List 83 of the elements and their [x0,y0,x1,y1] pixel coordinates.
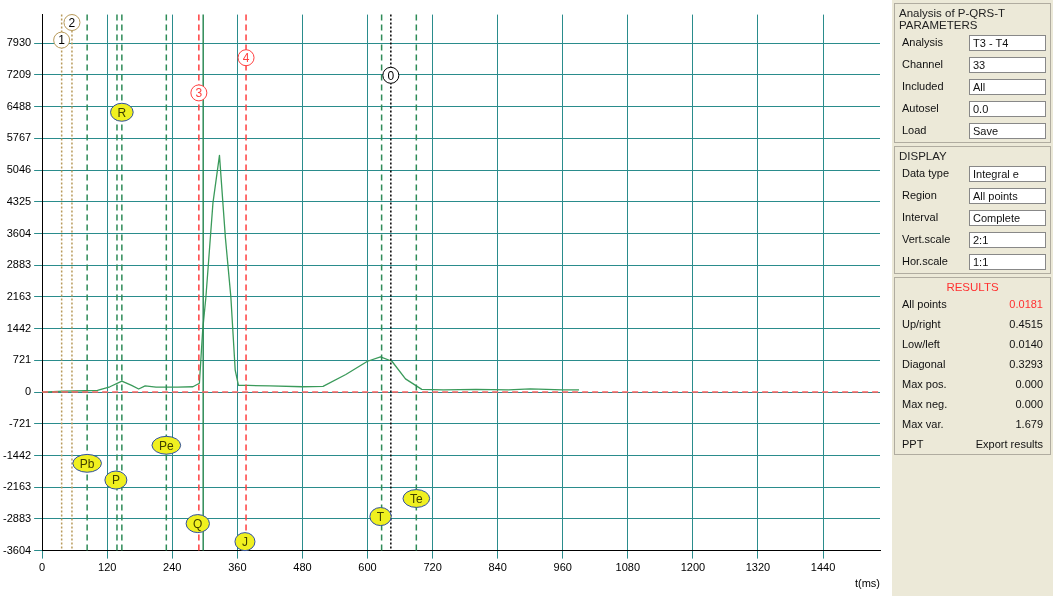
annotation: Pb [79,456,95,471]
y-tick-label: 0 [25,385,32,398]
text: 0.4515 [1008,317,1044,331]
y-tick-label: 1442 [6,321,32,334]
x-tick-label: 1080 [615,561,641,574]
y-tick-label: 7930 [6,36,32,49]
text: 0.000 [1014,397,1044,411]
x-tick-label: 720 [423,561,442,574]
y-tick-label: 5046 [6,163,32,176]
y-tick-label: 3604 [6,226,32,239]
text: 0.0181 [1008,297,1044,311]
x-tick-label: 240 [163,561,182,574]
annotation: T [376,509,385,524]
y-tick-label: -2163 [2,480,32,493]
annotation: Pe [158,438,174,453]
y-tick-label: 6488 [6,99,32,112]
text: 2:1 [969,232,1046,248]
y-tick-label: -2883 [2,511,32,524]
annotation: 2 [68,15,76,30]
text: T3 - T4 [969,35,1046,51]
text: 1.679 [1014,417,1044,431]
text: Save [969,123,1046,139]
text: Diagonal [901,357,947,371]
text: 1:1 [969,254,1046,270]
annotation: 0 [387,68,395,83]
y-tick-label: 7209 [6,67,32,80]
text: 0.3293 [1008,357,1044,371]
y-tick-label: 4325 [6,194,32,207]
text: DISPLAY [899,150,948,162]
y-tick-label: 2163 [6,289,32,302]
x-tick-label: 1200 [680,561,706,574]
x-tick-label: 360 [228,561,247,574]
y-tick-label: -721 [9,416,32,429]
text: Included [901,79,945,94]
x-axis-title: t(ms) [854,577,880,590]
text: All points [901,297,948,311]
text: PPT [901,437,925,451]
y-tick-label: 2883 [6,258,32,271]
annotation: 4 [242,51,250,66]
annotation: J [241,534,248,549]
annotation: 1 [58,33,66,48]
annotation: R [117,105,127,120]
text: Channel [901,57,944,72]
text: Export results [974,437,1044,451]
text: All points [969,188,1046,204]
text: Load [901,123,928,138]
text: 33 [969,57,1046,73]
text: Complete [969,210,1046,226]
x-tick-label: 960 [553,561,572,574]
text: Integral e [969,166,1046,182]
x-tick-label: 0 [39,561,46,574]
x-tick-label: 120 [98,561,117,574]
annotation: Te [409,491,423,506]
text: Hor.scale [901,254,949,269]
text: Max pos. [901,377,948,391]
y-tick-label: -3604 [2,543,32,556]
text: Low/left [901,337,941,351]
annotation: Q [193,516,203,531]
text: Analysis of P-QRS-T PARAMETERS [899,7,1006,31]
text: Interval [901,210,940,225]
x-tick-label: 1440 [810,561,836,574]
text: Max neg. [901,397,949,411]
x-tick-label: 600 [358,561,377,574]
annotation: 3 [195,86,203,101]
y-tick-label: -1442 [2,448,32,461]
x-tick-label: 1320 [745,561,771,574]
x-tick-label: 840 [488,561,507,574]
text: 0.000 [1014,377,1044,391]
text: Max var. [901,417,945,431]
text: Data type [901,166,951,181]
annotation: P [111,473,120,488]
text: Vert.scale [901,232,952,247]
text: Analysis [901,35,944,50]
text: 0.0 [969,101,1046,117]
x-tick-label: 480 [293,561,312,574]
text: Up/right [901,317,942,331]
y-tick-label: 5767 [6,131,32,144]
text: Region [901,188,938,203]
y-tick-label: 721 [12,353,32,366]
text: All [969,79,1046,95]
text: Autosel [901,101,940,116]
text: 0.0140 [1008,337,1044,351]
text: RESULTS [945,281,1000,293]
